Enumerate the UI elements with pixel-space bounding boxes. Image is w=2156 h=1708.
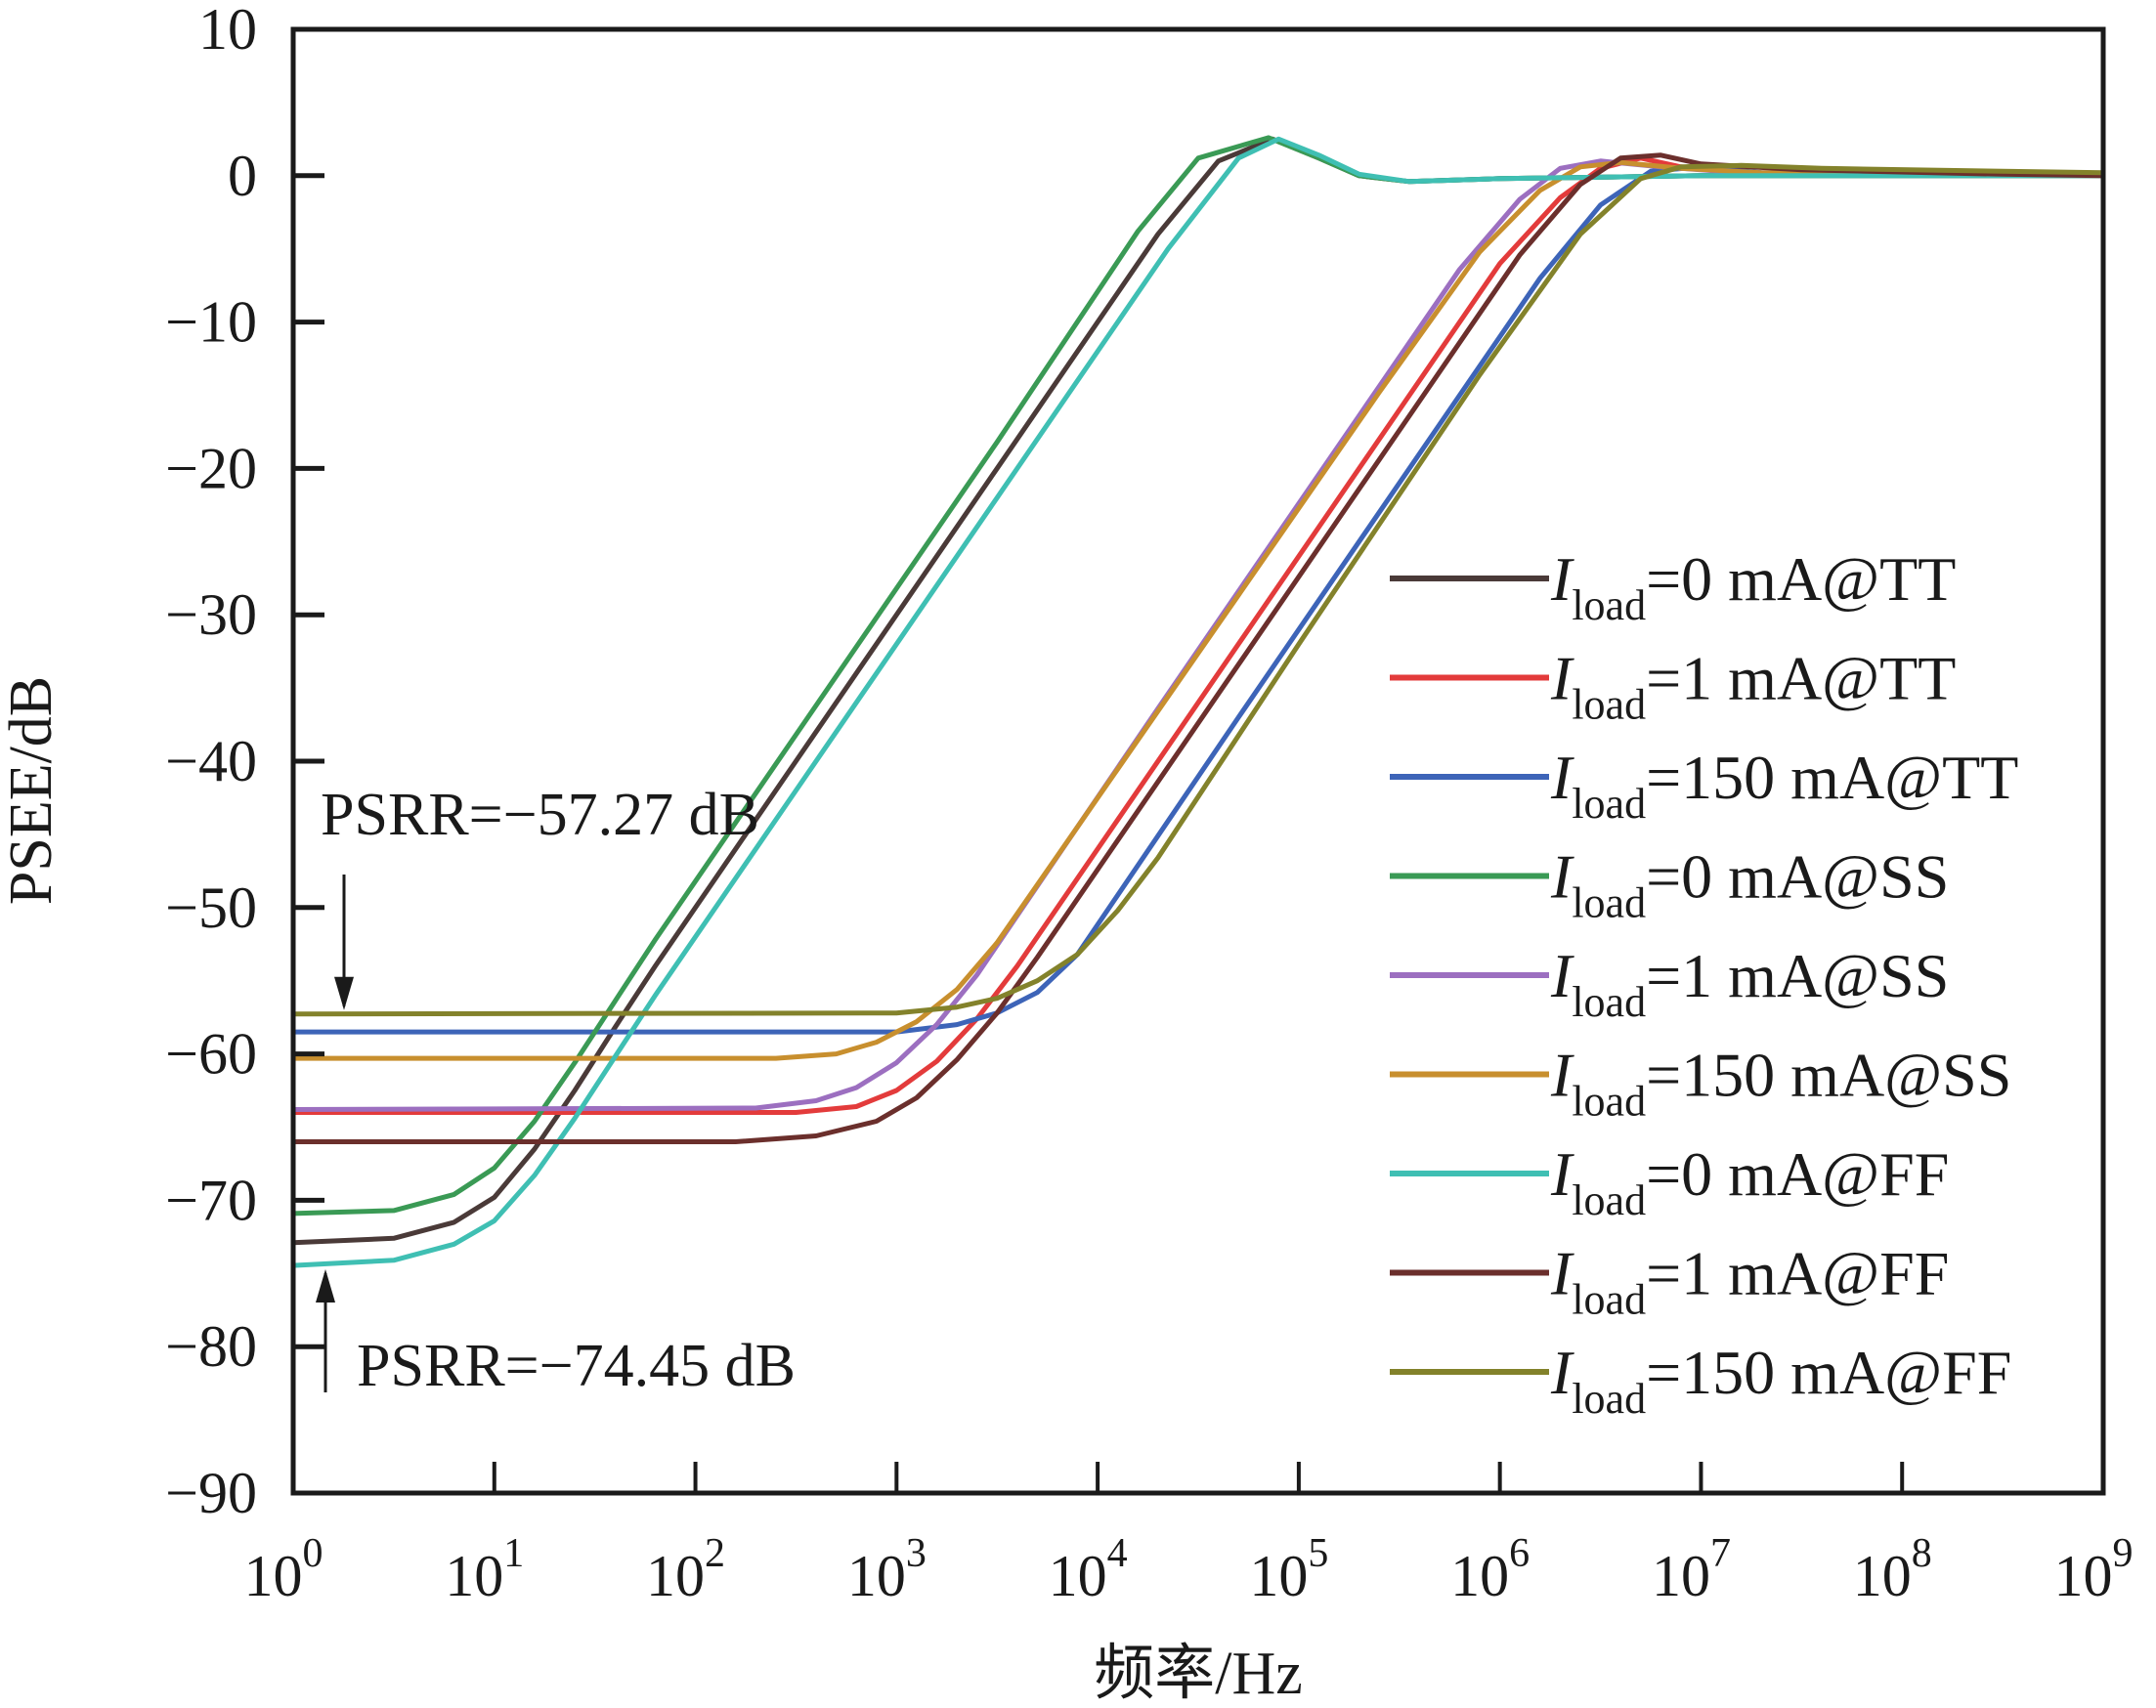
x-tick-base: 10 xyxy=(646,1544,705,1608)
x-tick-base: 10 xyxy=(2054,1544,2113,1608)
x-tick-label: 108 xyxy=(1853,1531,1932,1608)
legend-value: =1 mA@TT xyxy=(1646,644,1956,713)
x-tick-base: 10 xyxy=(1450,1544,1509,1608)
x-tick-exponent: 8 xyxy=(1912,1531,1932,1576)
y-tick-label: −10 xyxy=(165,290,257,355)
x-axis-ticks: 100 101 102 103 104 105 106 107 108 109 xyxy=(244,1462,2134,1608)
legend-symbol: I xyxy=(1550,1139,1574,1209)
x-tick-exponent: 2 xyxy=(705,1531,725,1576)
legend-value: =150 mA@TT xyxy=(1646,743,2018,812)
y-tick-label: −90 xyxy=(165,1461,257,1525)
x-tick-label: 105 xyxy=(1249,1531,1328,1608)
series-line-1 xyxy=(290,155,2106,1115)
legend-symbol: I xyxy=(1550,1239,1574,1308)
legend-label: Iload=0 mA@FF xyxy=(1550,1139,1949,1224)
legend-symbol: I xyxy=(1550,1041,1574,1110)
x-tick-base: 10 xyxy=(1853,1544,1912,1608)
x-axis-title: 频率/Hz xyxy=(1094,1641,1303,1707)
x-tick-exponent: 6 xyxy=(1509,1531,1530,1576)
legend-symbol: I xyxy=(1550,941,1574,1010)
x-tick-exponent: 3 xyxy=(906,1531,927,1576)
legend-symbol: I xyxy=(1550,544,1574,614)
legend-value: =0 mA@SS xyxy=(1646,842,1949,912)
legend-value: =0 mA@FF xyxy=(1646,1139,1949,1209)
x-tick-label: 107 xyxy=(1652,1531,1731,1608)
y-tick-label: −70 xyxy=(165,1168,257,1232)
y-axis-title: PSEE/dB xyxy=(0,676,65,905)
legend-subscript: load xyxy=(1572,978,1646,1026)
legend-label: Iload=1 mA@FF xyxy=(1550,1239,1949,1324)
legend-value: =150 mA@FF xyxy=(1646,1338,2011,1407)
x-tick-exponent: 1 xyxy=(503,1531,524,1576)
annotations: PSRR=−57.27 dB PSRR=−74.45 dB xyxy=(316,782,796,1399)
legend-label: Iload=150 mA@SS xyxy=(1550,1041,2011,1126)
legend-symbol: I xyxy=(1550,842,1574,912)
series-layer xyxy=(290,135,2106,1268)
x-tick-exponent: 0 xyxy=(303,1531,323,1576)
x-tick-base: 10 xyxy=(1049,1544,1107,1608)
series-line-8 xyxy=(290,162,2106,1017)
y-tick-label: −20 xyxy=(165,436,257,500)
legend-symbol: I xyxy=(1550,644,1574,713)
x-tick-base: 10 xyxy=(445,1544,503,1608)
y-tick-label: −60 xyxy=(165,1022,257,1087)
y-tick-label: −40 xyxy=(165,729,257,793)
legend-subscript: load xyxy=(1572,780,1646,828)
x-tick-base: 10 xyxy=(1652,1544,1710,1608)
legend-value: =150 mA@SS xyxy=(1646,1041,2011,1110)
legend-subscript: load xyxy=(1572,581,1646,629)
legend-subscript: load xyxy=(1572,1375,1646,1423)
psrr-min-annotation: PSRR=−74.45 dB xyxy=(357,1333,796,1399)
legend-subscript: load xyxy=(1572,1276,1646,1324)
x-tick-exponent: 9 xyxy=(2113,1531,2134,1576)
x-tick-base: 10 xyxy=(847,1544,906,1608)
legend-label: Iload=1 mA@TT xyxy=(1550,644,1956,729)
x-tick-exponent: 4 xyxy=(1107,1531,1128,1576)
legend-value: =1 mA@FF xyxy=(1646,1239,1949,1308)
y-axis-ticks: 10 0 −10 −20 −30 −40 −50 −60 −70 −80 −90 xyxy=(165,0,324,1525)
legend-subscript: load xyxy=(1572,879,1646,927)
x-tick-label: 103 xyxy=(847,1531,927,1608)
y-tick-label: −80 xyxy=(165,1314,257,1379)
x-tick-label: 102 xyxy=(646,1531,725,1608)
legend-value: =1 mA@SS xyxy=(1646,941,1949,1010)
legend-label: Iload=150 mA@FF xyxy=(1550,1338,2011,1423)
y-tick-label: 10 xyxy=(198,0,257,62)
y-tick-label: −50 xyxy=(165,875,257,940)
psrr-max-annotation: PSRR=−57.27 dB xyxy=(321,782,759,848)
series-line-5 xyxy=(290,159,2106,1061)
legend-label: Iload=150 mA@TT xyxy=(1550,743,2018,828)
legend-subscript: load xyxy=(1572,1078,1646,1126)
legend-subscript: load xyxy=(1572,681,1646,729)
legend-label: Iload=0 mA@SS xyxy=(1550,842,1949,927)
series-line-6 xyxy=(290,136,2106,1268)
x-tick-base: 10 xyxy=(244,1544,303,1608)
x-tick-exponent: 5 xyxy=(1308,1531,1328,1576)
x-tick-label: 100 xyxy=(244,1531,323,1608)
x-tick-exponent: 7 xyxy=(1710,1531,1731,1576)
x-tick-label: 101 xyxy=(445,1531,524,1608)
legend-label: Iload=1 mA@SS xyxy=(1550,941,1949,1026)
x-tick-label: 106 xyxy=(1450,1531,1530,1608)
legend-symbol: I xyxy=(1550,1338,1574,1407)
y-tick-label: −30 xyxy=(165,582,257,647)
arrow-down-icon xyxy=(334,976,354,1010)
x-tick-label: 104 xyxy=(1049,1531,1128,1608)
y-tick-label: 0 xyxy=(228,144,257,208)
legend-label: Iload=0 mA@TT xyxy=(1550,544,1956,629)
legend-subscript: load xyxy=(1572,1176,1646,1224)
legend-symbol: I xyxy=(1550,743,1574,812)
x-tick-label: 109 xyxy=(2054,1531,2134,1608)
legend-value: =0 mA@TT xyxy=(1646,544,1956,614)
arrow-up-icon xyxy=(316,1269,335,1303)
x-tick-base: 10 xyxy=(1249,1544,1308,1608)
